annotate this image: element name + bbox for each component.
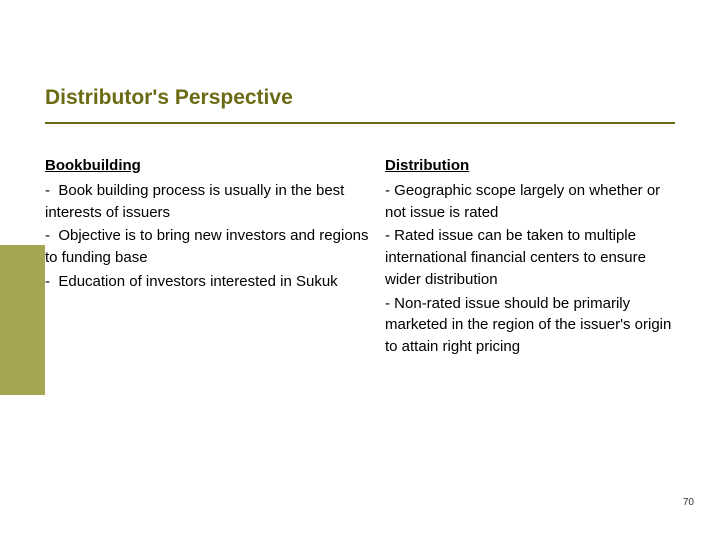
right-heading: Distribution xyxy=(385,155,685,177)
item-text: Education of investors interested in Suk… xyxy=(58,273,337,290)
list-item: - Geographic scope largely on whether or… xyxy=(385,180,685,224)
title-underline xyxy=(45,122,675,124)
list-item: - Objective is to bring new investors an… xyxy=(45,225,375,269)
accent-block xyxy=(0,245,45,395)
right-column: Distribution - Geographic scope largely … xyxy=(385,155,685,360)
list-item: - Non-rated issue should be primarily ma… xyxy=(385,293,685,358)
list-item: - Rated issue can be taken to multiple i… xyxy=(385,225,685,290)
left-heading: Bookbuilding xyxy=(45,155,375,177)
item-text: Rated issue can be taken to multiple int… xyxy=(385,227,646,288)
list-item: - Education of investors interested in S… xyxy=(45,271,375,293)
list-item: - Book building process is usually in th… xyxy=(45,180,375,224)
left-column: Bookbuilding - Book building process is … xyxy=(45,155,385,360)
item-text: Book building process is usually in the … xyxy=(45,182,344,221)
item-text: Objective is to bring new investors and … xyxy=(45,227,369,266)
slide-title: Distributor's Perspective xyxy=(45,86,293,110)
item-text: Geographic scope largely on whether or n… xyxy=(385,182,660,221)
item-text: Non-rated issue should be primarily mark… xyxy=(385,295,671,356)
page-number: 70 xyxy=(683,497,694,508)
content-area: Bookbuilding - Book building process is … xyxy=(45,155,685,360)
